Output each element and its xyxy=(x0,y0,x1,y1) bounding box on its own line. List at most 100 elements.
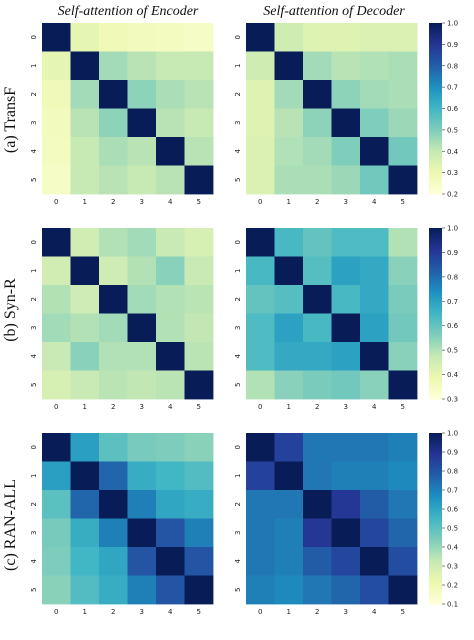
colorbar-2: 0.1 0.2 0.3 0.4 0.5 0.6 0.7 0.8 0.9 1.0 xyxy=(429,430,459,609)
heatmap-cell xyxy=(127,23,157,52)
heatmap-cell xyxy=(127,51,157,81)
heatmap-cell xyxy=(246,433,275,462)
heatmap-cell xyxy=(156,575,185,605)
colorbar-segment xyxy=(429,469,442,473)
x-tick-label: 5 xyxy=(197,608,201,616)
colorbar-segment xyxy=(429,319,442,323)
heatmap-cell xyxy=(303,575,332,605)
y-tick-label: 2 xyxy=(30,297,38,301)
heatmap-cell xyxy=(388,228,418,257)
colorbar-segment xyxy=(429,50,442,54)
heatmap-cell xyxy=(99,433,128,462)
colorbar-tick-label: 0.5 xyxy=(447,347,458,355)
heatmap-cell xyxy=(274,490,304,519)
heatmap-cell xyxy=(360,490,389,519)
heatmap-cell xyxy=(388,433,418,462)
colorbar-segment xyxy=(429,255,442,259)
row-label-ran-all: (c) RAN-ALL xyxy=(2,479,19,571)
heatmap-cell xyxy=(99,23,128,52)
colorbar-segment xyxy=(429,52,442,56)
y-tick-label: 5 xyxy=(30,383,38,387)
heatmap-cell xyxy=(127,285,157,314)
y-tick-label: 1 xyxy=(30,474,38,478)
colorbar-segment xyxy=(429,345,442,349)
heatmap-cell xyxy=(184,490,214,519)
heatmap-cell xyxy=(360,575,389,605)
colorbar-segment xyxy=(429,554,442,558)
colorbar-segment xyxy=(429,23,442,26)
colorbar-segment xyxy=(429,61,442,65)
heatmap-cell xyxy=(388,80,418,109)
heatmap-cell xyxy=(42,228,71,257)
colorbar-segment xyxy=(429,264,442,268)
colorbar-segment xyxy=(429,539,442,543)
heatmap-cell xyxy=(303,256,332,286)
x-tick-label: 3 xyxy=(140,198,144,206)
colorbar-segment xyxy=(429,55,442,58)
colorbar-segment xyxy=(429,584,442,588)
colorbar-segment xyxy=(429,394,442,398)
y-tick-label: 4 xyxy=(234,558,242,563)
colorbar-1: 0.3 0.4 0.5 0.6 0.7 0.8 0.9 1.0 xyxy=(429,225,459,404)
x-tick-label: 4 xyxy=(372,198,377,206)
colorbar-segment xyxy=(429,488,442,492)
colorbar-segment xyxy=(429,433,442,436)
heatmap-cell xyxy=(42,342,71,371)
colorbar-segment xyxy=(429,189,442,193)
colorbar-tick-label: 0.8 xyxy=(447,62,458,70)
x-tick-label: 1 xyxy=(287,198,291,206)
colorbar-segment xyxy=(429,304,442,308)
colorbar-tick-label: 0.2 xyxy=(447,582,458,590)
heatmap-cell xyxy=(42,313,71,343)
colorbar-segment xyxy=(429,552,442,556)
x-tick-label: 3 xyxy=(344,403,348,411)
heatmap-cell xyxy=(156,228,185,257)
colorbar-segment xyxy=(429,174,442,178)
x-tick-label: 0 xyxy=(54,198,58,206)
heatmap-cell xyxy=(99,108,128,138)
heatmap-cell xyxy=(360,342,389,371)
heatmap-cell xyxy=(156,313,185,343)
heatmap-cell xyxy=(127,575,157,605)
colorbar-segment xyxy=(429,87,442,90)
heatmap-cell xyxy=(303,108,332,138)
colorbar-segment xyxy=(429,27,442,31)
colorbar-segment xyxy=(429,25,442,28)
heatmap-cell xyxy=(127,256,157,286)
heatmap-cell xyxy=(274,80,304,109)
heatmap-cell xyxy=(388,165,418,195)
heatmap-cell xyxy=(42,23,71,52)
colorbar-segment xyxy=(429,324,442,327)
x-tick-label: 1 xyxy=(83,608,87,616)
colorbar-segment xyxy=(429,347,442,351)
colorbar-segment xyxy=(429,591,442,594)
heatmap-cell xyxy=(303,313,332,343)
colorbar-tick-label: 0.4 xyxy=(447,371,459,379)
x-tick-label: 5 xyxy=(401,608,405,616)
colorbar-segment xyxy=(429,142,442,146)
colorbar-segment xyxy=(429,542,442,545)
heatmap-cell xyxy=(127,137,157,166)
heatmap-cell xyxy=(184,108,214,138)
heatmap-cell xyxy=(70,518,100,548)
y-tick-label: 0 xyxy=(30,445,38,449)
colorbar-tick-label: 0.3 xyxy=(447,563,458,571)
heatmap-cell xyxy=(184,461,214,491)
colorbar-segment xyxy=(429,102,442,105)
colorbar-tick-label: 0.8 xyxy=(447,468,458,476)
colorbar-segment xyxy=(429,82,442,86)
heatmap-cell xyxy=(156,165,185,195)
heatmap-cell xyxy=(184,518,214,548)
colorbar-segment xyxy=(429,91,442,95)
heatmap-cell xyxy=(360,256,389,286)
heatmap-panel-0-0: 0 0 1 1 2 2 3 3 4 4 5 5 xyxy=(30,23,214,206)
colorbar-segment xyxy=(429,569,442,573)
heatmap-cell xyxy=(42,51,71,81)
heatmap-cell xyxy=(99,165,128,195)
y-tick-label: 2 xyxy=(234,297,242,301)
colorbar-tick-label: 0.2 xyxy=(447,191,458,199)
colorbar-segment xyxy=(429,452,442,455)
heatmap-cell xyxy=(70,108,100,138)
colorbar-segment xyxy=(429,330,442,334)
y-tick-label: 1 xyxy=(30,64,38,68)
